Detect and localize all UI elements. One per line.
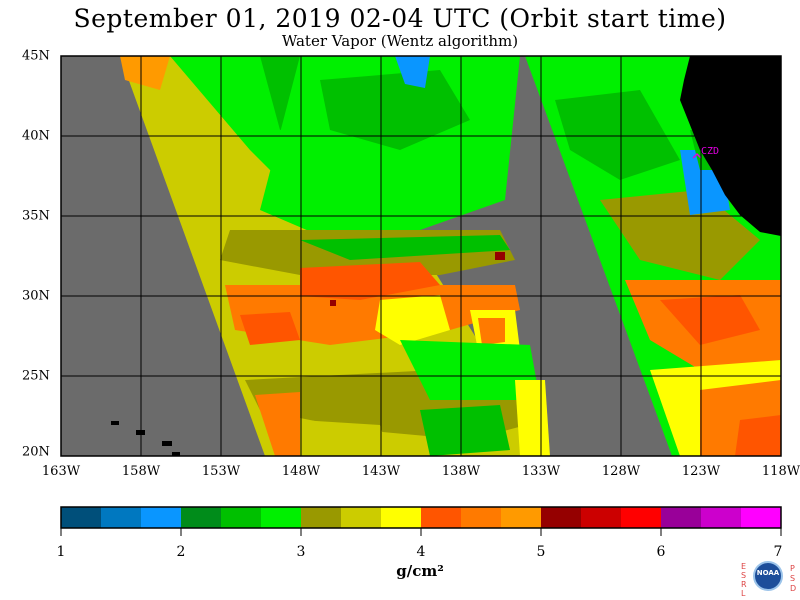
colorbar-cell: [541, 507, 582, 528]
colorbar-unit: g/cm²: [396, 562, 444, 580]
x-tick-label: 123W: [681, 464, 721, 479]
satellite-swath-west: [120, 56, 550, 456]
y-tick-label: 25N: [22, 368, 50, 384]
y-tick-label: 40N: [22, 128, 50, 144]
colorbar-cell: [341, 507, 382, 528]
logo-letter: S: [741, 571, 747, 580]
logo-letter: E: [741, 562, 747, 571]
logo-letter: P: [790, 564, 795, 573]
y-tick-label: 35N: [22, 208, 50, 224]
y-tick-label: 45N: [22, 48, 50, 64]
x-tick-label: 158W: [121, 464, 161, 479]
colorbar-tick-label: 6: [656, 544, 666, 560]
x-tick-label: 153W: [201, 464, 241, 479]
noaa-emblem-icon: NOAA: [753, 561, 783, 591]
colorbar-cell: [621, 507, 662, 528]
x-tick-label: 148W: [281, 464, 321, 479]
x-tick-label: 133W: [521, 464, 561, 479]
logo-letter: L: [741, 589, 746, 598]
colorbar-tick-label: 4: [416, 544, 426, 560]
y-tick-label: 20N: [22, 444, 50, 460]
map-grid: [61, 56, 781, 456]
colorbar-cell: [181, 507, 222, 528]
colorbar-cell: [421, 507, 462, 528]
station-marker: [692, 152, 702, 159]
logo-letter: D: [790, 584, 797, 593]
colorbar-cell: [261, 507, 302, 528]
colorbar-cell: [381, 507, 422, 528]
map-frame: [60, 55, 782, 457]
colorbar-cell: [221, 507, 262, 528]
colorbar-cell: [301, 507, 342, 528]
x-tick-label: 143W: [361, 464, 401, 479]
colorbar-tick-label: 7: [773, 544, 783, 560]
colorbar-tick-label: 5: [536, 544, 546, 560]
x-tick-label: 163W: [41, 464, 81, 479]
colorbar-cell: [581, 507, 622, 528]
sub-title: Water Vapor (Wentz algorithm): [281, 32, 519, 50]
colorbar-cell: [141, 507, 182, 528]
station-label: CZD: [701, 146, 720, 157]
x-tick-label: 118W: [761, 464, 800, 479]
colorbar-cell: [101, 507, 142, 528]
x-tick-label: 128W: [601, 464, 641, 479]
colorbar-cell: [61, 507, 102, 528]
colorbar-cell: [461, 507, 502, 528]
logo-letter: S: [790, 574, 796, 583]
y-tick-label: 30N: [22, 288, 50, 304]
colorbar-tick-label: 2: [176, 544, 186, 560]
logo-text: NOAA: [756, 569, 780, 577]
main-title: September 01, 2019 02-04 UTC (Orbit star…: [73, 4, 727, 33]
colorbar-cell: [501, 507, 542, 528]
x-tick-label: 138W: [441, 464, 481, 479]
colorbar-tick-label: 1: [56, 544, 66, 560]
land-mass: [680, 56, 781, 236]
colorbar-cell: [741, 507, 782, 528]
logo-letter: R: [741, 580, 747, 589]
colorbar-cell: [661, 507, 702, 528]
colorbar-tick-label: 3: [296, 544, 306, 560]
colorbar-cell: [701, 507, 742, 528]
